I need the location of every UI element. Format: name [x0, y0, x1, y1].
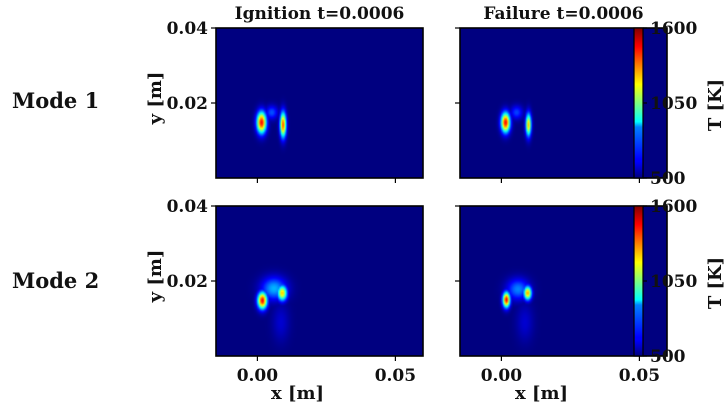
- y-tick-label: 0.02: [167, 94, 208, 114]
- heatmap-panel-r0c0: 0.04 0.02 Ignition t=0.0006 y [m]: [145, 4, 424, 183]
- row-label-mode-1: Mode 1: [12, 88, 100, 113]
- y-axis-label: y [m]: [145, 72, 166, 126]
- colorbar-row-1: 1600 1050 500 T [K]: [633, 197, 726, 367]
- heatmap-image: [460, 206, 667, 356]
- x-tick-label: 0.05: [375, 366, 416, 386]
- colorbar-row-0: 1600 1050 500 T [K]: [633, 19, 726, 189]
- colorbar-tick-label: 500: [650, 169, 686, 189]
- x-tick-label: 0.05: [619, 366, 660, 386]
- y-tick-label: 0.04: [167, 19, 209, 39]
- heatmap-image: [216, 28, 423, 178]
- colorbar-label: T [K]: [705, 257, 726, 309]
- y-axis-label: y [m]: [145, 250, 166, 304]
- x-tick-label: 0.00: [481, 366, 523, 386]
- x-axis-label: x [m]: [515, 383, 568, 404]
- colorbar-tick-label: 1600: [650, 19, 697, 39]
- colorbar-label: T [K]: [705, 79, 726, 131]
- colorbar-gradient: [634, 206, 643, 356]
- colorbar-tick-label: 1600: [650, 197, 697, 217]
- panel-title: Failure t=0.0006: [483, 4, 643, 24]
- colorbar-tick-label: 500: [650, 347, 686, 367]
- colorbar-tick-label: 1050: [650, 94, 697, 114]
- heatmap-panel-r1c0: 0.00 0.05 0.04 0.02 x [m] y [m]: [145, 197, 424, 404]
- row-label-mode-2: Mode 2: [12, 268, 100, 293]
- heatmap-panel-r1c1: 0.00 0.05 x [m]: [455, 205, 668, 404]
- x-tick-label: 0.00: [237, 366, 279, 386]
- heatmap-image: [460, 28, 667, 178]
- panel-title: Ignition t=0.0006: [235, 4, 405, 24]
- colorbar-gradient: [634, 28, 643, 178]
- heatmap-image: [216, 206, 423, 356]
- y-tick-label: 0.04: [167, 197, 209, 217]
- x-axis-label: x [m]: [271, 383, 324, 404]
- heatmap-panel-r0c1: Failure t=0.0006: [455, 4, 668, 183]
- colorbar-tick-label: 1050: [650, 272, 697, 292]
- y-tick-label: 0.02: [167, 272, 208, 292]
